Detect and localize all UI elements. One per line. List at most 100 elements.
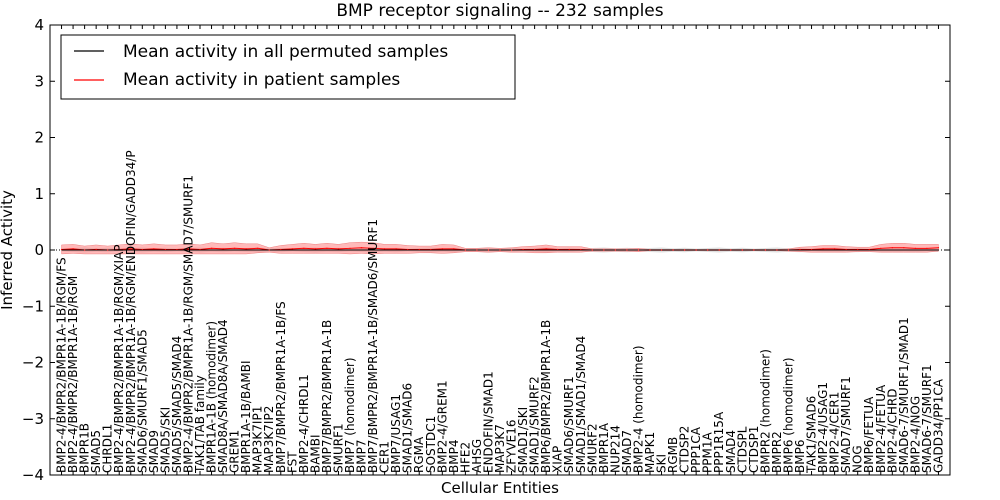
x-tick-label: SMAD4 (724, 430, 738, 473)
data-point-patient (857, 248, 859, 251)
x-tick-label: PPP1CA (689, 426, 703, 473)
x-tick-label: BMP2-4/BMPR2/BMPR1A-1B/RGM/XIAP (112, 244, 126, 473)
x-tick-label: AHSG (470, 439, 484, 473)
data-point-patient (314, 248, 316, 250)
patient-band (61, 241, 939, 255)
data-point-patient (360, 247, 363, 249)
y-tick-label: −1 (22, 297, 44, 315)
data-point-patient (707, 249, 709, 251)
data-point-patient (303, 247, 305, 249)
data-point-patient (222, 248, 224, 250)
x-tick-label: BMP2-4/CHRD (885, 389, 899, 473)
x-tick-label: PPM1A (701, 432, 715, 473)
data-point-patient (487, 249, 490, 251)
data-point-patient (280, 248, 282, 251)
x-tick-label: SMAD1/SMAD1/SMAD4 (574, 336, 588, 473)
data-point-patient (764, 249, 766, 251)
x-tick-label: SMURF1 (331, 423, 345, 473)
x-tick-label: MAP3K7IP2 (262, 406, 276, 473)
x-tick-label: BMPR1A-1B (homodimer) (205, 321, 219, 473)
data-point-patient (187, 248, 190, 250)
data-point-patient (291, 248, 293, 250)
x-tick-label: MAP3K7 (493, 424, 507, 473)
x-tick-label: BAMBI (308, 434, 322, 473)
data-point-patient (337, 248, 340, 250)
x-tick-label: SMAD6-7/SMURF1 (920, 364, 934, 473)
x-tick-label: SMAD6-7/SMURF1/SMAD1 (897, 317, 911, 473)
x-tick-label: BMP2-4/NOG (908, 396, 922, 473)
x-tick-label: BMP6 (793, 440, 807, 473)
x-tick-label: CTDSP2 (678, 426, 692, 473)
y-tick-label: 2 (34, 129, 44, 147)
data-point-patient (534, 248, 536, 251)
x-tick-label: NOG (851, 445, 865, 473)
data-point-patient (60, 248, 63, 251)
data-point-patient (245, 248, 247, 250)
x-tick-label: BMP2-4/BMPR2/BMPR1A-1B/RGM (66, 276, 80, 473)
data-point-patient (453, 248, 455, 250)
legend-label-permuted: Mean activity in all permuted samples (123, 42, 448, 62)
data-point-patient (822, 248, 824, 250)
data-point-patient (603, 249, 605, 251)
y-tick-label: 0 (34, 241, 44, 259)
data-point-patient (499, 249, 501, 251)
x-tick-label: BMP7 (homodimer) (343, 357, 357, 473)
x-tick-label: BMPR1A (597, 422, 611, 473)
x-tick-label: SMAD5/SKI (158, 407, 172, 473)
data-point-patient (637, 249, 640, 251)
x-tick-label: BMP7 (355, 440, 369, 473)
x-tick-label: SMAD7 (620, 430, 634, 473)
x-tick-label: TAK1/TAB family (193, 375, 207, 474)
x-tick-label: MAPK1 (643, 432, 657, 473)
data-point-patient (210, 247, 213, 249)
data-point-patient (626, 249, 628, 251)
data-point-patient (95, 248, 97, 251)
x-tick-label: NUP214 (608, 425, 622, 473)
data-point-patient (926, 247, 928, 249)
data-point-patient (845, 248, 847, 251)
data-point-patient (464, 249, 466, 251)
x-tick-label: SMAD6/SMURF1/SMAD5 (135, 329, 149, 473)
x-tick-label: SMAD1/SMAD6 (401, 383, 415, 473)
data-point-patient (395, 248, 397, 250)
x-tick-label: BMPR1A-1B/BAMBI (239, 360, 253, 473)
x-tick-label: BMP2-4/CER1 (828, 392, 842, 473)
data-point-patient (903, 247, 905, 249)
data-point-patient (476, 249, 478, 251)
x-tick-label: HFE2 (458, 442, 472, 473)
x-tick-label: SMAD9 (147, 430, 161, 473)
data-point-patient (614, 249, 616, 251)
x-tick-label: BMP2-4/CHRDL1 (297, 374, 311, 473)
data-point-patient (730, 249, 732, 251)
x-tick-label: BMP6/FETUA (862, 396, 876, 473)
data-point-patient (418, 248, 420, 251)
x-tick-label: BMPR2 (homodimer) (758, 349, 772, 473)
legend-box (60, 34, 516, 100)
data-point-patient (510, 249, 513, 251)
data-point-patient (695, 249, 697, 251)
x-tick-label: RGMB (666, 437, 680, 473)
x-tick-label: MAP3K7IP1 (251, 406, 265, 473)
data-point-patient (591, 249, 593, 251)
x-tick-label: BMP2-4/FETUA (874, 384, 888, 473)
y-tick-label: −3 (22, 410, 44, 428)
data-point-patient (937, 247, 940, 249)
y-tick-label: 3 (34, 72, 44, 90)
data-point-patient (326, 247, 328, 249)
x-tick-label: SMAD1/SKI (516, 407, 530, 473)
data-point-patient (660, 249, 663, 251)
data-point-patient (153, 248, 155, 250)
y-tick-label: −2 (22, 354, 44, 372)
x-tick-label: SOSTDC1 (424, 416, 438, 473)
x-tick-label: CHRDL1 (101, 424, 115, 473)
data-point-patient (684, 249, 686, 251)
data-point-patient (107, 249, 109, 251)
data-point-patient (787, 249, 790, 251)
x-tick-label: CER1 (378, 441, 392, 473)
data-point-patient (914, 247, 916, 249)
data-point-patient (880, 247, 882, 249)
x-tick-label: BMP2-4 (homodimer) (631, 345, 645, 473)
x-tick-label: GADD34/PP1CA (931, 378, 945, 473)
x-tick-label: BMP4 (447, 440, 461, 473)
